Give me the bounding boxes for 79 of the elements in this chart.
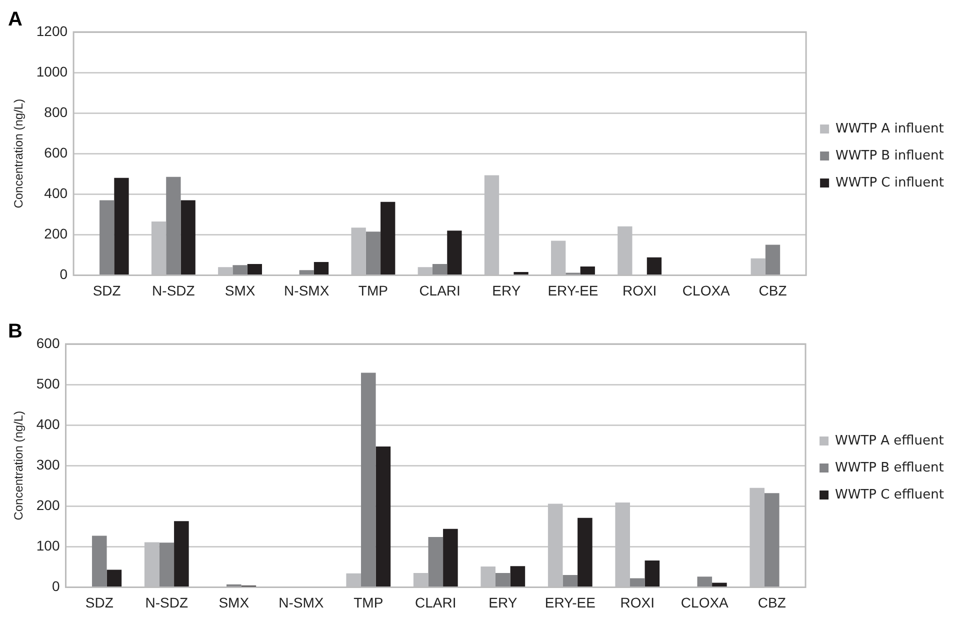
legend-label: WWTP C influent <box>836 175 944 190</box>
bar <box>232 265 248 274</box>
bar <box>114 178 129 274</box>
bar <box>562 575 578 586</box>
legend-label: WWTP A influent <box>836 121 944 136</box>
y-tick-label: 1000 <box>36 63 68 80</box>
bar <box>443 528 458 586</box>
bar <box>510 566 526 586</box>
x-tick-label: TMP <box>354 594 384 610</box>
y-tick-label: 200 <box>44 226 68 242</box>
y-tick-label: 400 <box>36 416 60 432</box>
x-tick-label: CLARI <box>415 594 456 610</box>
bar <box>314 262 329 274</box>
bar <box>174 521 189 586</box>
bar <box>247 264 262 274</box>
x-tick-label: N-SDZ <box>152 282 196 298</box>
bar <box>447 230 462 274</box>
legend-label: WWTP A effluent <box>835 433 944 448</box>
x-tick-label: CBZ <box>758 594 786 610</box>
x-tick-label: ERY-EE <box>548 282 598 298</box>
bar <box>376 446 391 586</box>
y-tick-label: 400 <box>44 184 68 201</box>
x-tick-label: ROXI <box>622 282 657 298</box>
x-tick-label: N-SDZ <box>145 594 188 610</box>
y-tick-label: 0 <box>60 266 68 282</box>
y-tick-label: 300 <box>36 456 60 472</box>
legend-label: WWTP B influent <box>836 148 944 164</box>
x-tick-label: SDZ <box>85 594 114 610</box>
bar <box>428 536 444 586</box>
y-tick-label: 100 <box>36 538 60 554</box>
x-tick-label: CLARI <box>419 282 460 298</box>
legend-label: WWTP C effluent <box>835 487 944 502</box>
bar <box>578 518 592 586</box>
bar <box>580 266 595 274</box>
x-tick-label: ERY-EE <box>544 594 596 610</box>
bar <box>166 176 181 274</box>
x-tick-label: SDZ <box>92 282 122 298</box>
bar <box>92 536 107 586</box>
y-tick-label: 200 <box>36 496 60 513</box>
x-tick-label: CLOXA <box>680 594 730 610</box>
bar <box>180 200 196 274</box>
y-tick-label: 800 <box>44 104 68 120</box>
y-tick-label: 0 <box>52 578 60 594</box>
x-tick-label: N-SMX <box>284 282 330 298</box>
bar <box>712 582 727 586</box>
bar <box>514 272 528 274</box>
bar <box>432 264 448 274</box>
bar <box>366 232 381 274</box>
bar <box>646 257 662 274</box>
y-axis-title: Concentration (ng/L) <box>12 410 26 520</box>
bar <box>765 244 780 274</box>
chart-title: A <box>8 8 22 31</box>
y-axis-title: Concentration (ng/L) <box>12 98 26 208</box>
bar <box>496 573 510 586</box>
x-tick-label: CBZ <box>758 282 788 298</box>
x-tick-label: SMX <box>218 594 250 610</box>
y-tick-label: 600 <box>44 144 68 160</box>
x-tick-label: ERY <box>492 282 522 298</box>
x-tick-label: CLOXA <box>682 282 731 298</box>
y-tick-label: 1200 <box>36 22 68 39</box>
bar <box>644 560 660 586</box>
legend-label: WWTP B effluent <box>835 460 944 476</box>
bar <box>380 202 396 274</box>
y-tick-label: 500 <box>36 375 60 392</box>
x-tick-label: ERY <box>488 594 518 610</box>
x-tick-label: SMX <box>224 282 256 298</box>
bar <box>764 493 780 586</box>
bar <box>360 372 376 586</box>
bar <box>159 542 174 586</box>
bar <box>630 578 645 586</box>
y-tick-label: 600 <box>36 334 60 351</box>
x-tick-label: N-SMX <box>278 594 324 610</box>
chart-title: B <box>8 320 22 343</box>
bar <box>299 270 314 274</box>
bar <box>106 570 122 586</box>
bar <box>697 576 712 586</box>
x-tick-label: TMP <box>358 282 388 298</box>
x-tick-label: ROXI <box>620 594 655 610</box>
bar <box>100 200 114 274</box>
